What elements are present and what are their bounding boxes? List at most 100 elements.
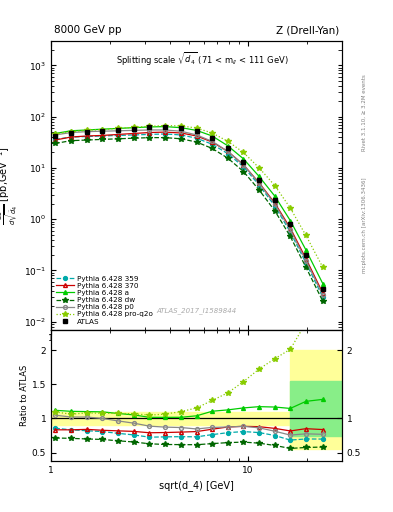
Y-axis label: $\frac{d\sigma}{d\sqrt{\widetilde{d}_4}}$ [pb,GeV$^{-1}$]: $\frac{d\sigma}{d\sqrt{\widetilde{d}_4}}… — [0, 146, 21, 225]
Text: ATLAS_2017_I1589844: ATLAS_2017_I1589844 — [156, 307, 237, 314]
Pythia 6.428 p0 — [131, 127, 136, 134]
Pythia 6.428 p0 — [147, 127, 152, 133]
Pythia 6.428 pro-q2o — [194, 125, 199, 131]
Pythia 6.428 a — [68, 127, 73, 134]
Pythia 6.428 pro-q2o — [53, 131, 58, 137]
Pythia 6.428 pro-q2o — [257, 165, 261, 171]
Pythia 6.428 359 — [241, 164, 246, 170]
Pythia 6.428 370 — [84, 133, 89, 139]
Pythia 6.428 370 — [100, 133, 105, 139]
ATLAS — [288, 221, 293, 227]
Line: Pythia 6.428 p0: Pythia 6.428 p0 — [53, 128, 325, 297]
Pythia 6.428 pro-q2o — [288, 205, 293, 211]
Pythia 6.428 359 — [179, 132, 184, 138]
Pythia 6.428 a — [163, 123, 167, 130]
Pythia 6.428 359 — [116, 133, 121, 139]
Line: Pythia 6.428 dw: Pythia 6.428 dw — [53, 135, 326, 304]
Pythia 6.428 pro-q2o — [272, 183, 277, 189]
ATLAS — [272, 197, 277, 203]
Pythia 6.428 pro-q2o — [241, 150, 246, 156]
Text: Z (Drell-Yan): Z (Drell-Yan) — [276, 25, 339, 35]
Pythia 6.428 359 — [53, 136, 58, 142]
Pythia 6.428 359 — [163, 131, 167, 137]
Pythia 6.428 a — [257, 174, 261, 180]
ATLAS — [320, 286, 325, 292]
Pythia 6.428 pro-q2o — [116, 125, 121, 132]
Pythia 6.428 370 — [147, 130, 152, 136]
Pythia 6.428 dw — [53, 140, 58, 146]
Pythia 6.428 dw — [131, 135, 136, 141]
Line: Pythia 6.428 359: Pythia 6.428 359 — [53, 132, 325, 299]
Pythia 6.428 pro-q2o — [84, 127, 89, 134]
ATLAS — [84, 129, 89, 135]
Pythia 6.428 359 — [257, 182, 261, 188]
Line: ATLAS: ATLAS — [53, 124, 325, 292]
Pythia 6.428 370 — [226, 148, 230, 155]
ATLAS — [179, 125, 184, 131]
Pythia 6.428 pro-q2o — [68, 129, 73, 135]
Pythia 6.428 dw — [179, 136, 184, 142]
Text: mcplots.cern.ch [arXiv:1306.3436]: mcplots.cern.ch [arXiv:1306.3436] — [362, 178, 367, 273]
Pythia 6.428 p0 — [288, 227, 293, 233]
ATLAS — [163, 124, 167, 130]
Pythia 6.428 p0 — [84, 129, 89, 135]
Pythia 6.428 dw — [194, 139, 199, 145]
Pythia 6.428 a — [303, 247, 308, 253]
Pythia 6.428 p0 — [179, 128, 184, 134]
Pythia 6.428 359 — [272, 203, 277, 209]
Text: Rivet 3.1.10, ≥ 3.2M events: Rivet 3.1.10, ≥ 3.2M events — [362, 74, 367, 151]
ATLAS — [68, 130, 73, 136]
Legend: Pythia 6.428 359, Pythia 6.428 370, Pythia 6.428 a, Pythia 6.428 dw, Pythia 6.42: Pythia 6.428 359, Pythia 6.428 370, Pyth… — [55, 274, 154, 326]
X-axis label: sqrt(d_4) [GeV]: sqrt(d_4) [GeV] — [159, 480, 234, 491]
Pythia 6.428 a — [116, 125, 121, 132]
ATLAS — [303, 252, 308, 258]
Line: Pythia 6.428 pro-q2o: Pythia 6.428 pro-q2o — [53, 123, 326, 270]
Pythia 6.428 370 — [53, 137, 58, 143]
ATLAS — [226, 145, 230, 152]
Pythia 6.428 359 — [84, 134, 89, 140]
Pythia 6.428 370 — [288, 225, 293, 231]
Pythia 6.428 359 — [131, 132, 136, 138]
Pythia 6.428 370 — [179, 130, 184, 136]
ATLAS — [257, 177, 261, 183]
Pythia 6.428 a — [131, 124, 136, 131]
Pythia 6.428 p0 — [303, 258, 308, 264]
ATLAS — [194, 128, 199, 134]
Pythia 6.428 359 — [194, 135, 199, 141]
ATLAS — [53, 133, 58, 139]
Pythia 6.428 dw — [272, 208, 277, 214]
Line: Pythia 6.428 a: Pythia 6.428 a — [53, 124, 325, 286]
Pythia 6.428 370 — [320, 290, 325, 296]
Pythia 6.428 p0 — [210, 138, 215, 144]
Pythia 6.428 a — [147, 124, 152, 130]
Pythia 6.428 370 — [163, 129, 167, 135]
Pythia 6.428 370 — [68, 134, 73, 140]
Pythia 6.428 dw — [303, 264, 308, 270]
Pythia 6.428 dw — [257, 187, 261, 193]
Pythia 6.428 p0 — [68, 130, 73, 136]
Pythia 6.428 pro-q2o — [163, 122, 167, 129]
Pythia 6.428 a — [194, 127, 199, 134]
Pythia 6.428 359 — [303, 260, 308, 266]
Pythia 6.428 pro-q2o — [100, 126, 105, 133]
Text: Splitting scale $\sqrt{d_4}$ (71 < m$_{ll}$ < 111 GeV): Splitting scale $\sqrt{d_4}$ (71 < m$_{l… — [116, 50, 289, 67]
Pythia 6.428 dw — [163, 135, 167, 141]
Pythia 6.428 370 — [257, 180, 261, 186]
Pythia 6.428 370 — [303, 255, 308, 262]
Text: 8000 GeV pp: 8000 GeV pp — [54, 25, 121, 35]
ATLAS — [116, 127, 121, 133]
Pythia 6.428 p0 — [194, 132, 199, 138]
Pythia 6.428 p0 — [53, 132, 58, 138]
Bar — [290, 381, 342, 436]
Pythia 6.428 a — [272, 193, 277, 199]
Pythia 6.428 a — [320, 281, 325, 287]
Pythia 6.428 370 — [116, 132, 121, 138]
Pythia 6.428 dw — [226, 155, 230, 161]
Pythia 6.428 dw — [210, 145, 215, 152]
Pythia 6.428 370 — [131, 131, 136, 137]
Pythia 6.428 359 — [210, 141, 215, 147]
Pythia 6.428 a — [210, 133, 215, 139]
Pythia 6.428 a — [288, 218, 293, 224]
Pythia 6.428 p0 — [272, 201, 277, 207]
Pythia 6.428 dw — [100, 136, 105, 142]
